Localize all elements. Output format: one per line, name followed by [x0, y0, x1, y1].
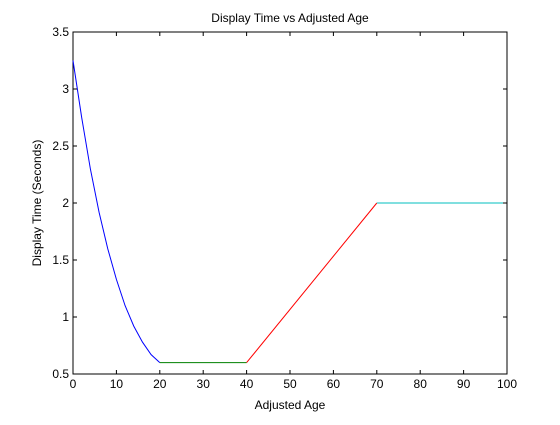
x-tick-label: 30 — [197, 377, 211, 391]
x-tick-label: 10 — [110, 377, 124, 391]
x-tick-label: 0 — [70, 377, 77, 391]
chart-title: Display Time vs Adjusted Age — [211, 11, 369, 25]
y-tick-label: 1 — [62, 310, 69, 324]
y-tick-label: 2 — [62, 196, 69, 210]
x-tick-label: 100 — [497, 377, 517, 391]
y-axis-label: Display Time (Seconds) — [30, 140, 44, 267]
x-tick-label: 50 — [283, 377, 297, 391]
series-line-3 — [246, 202, 378, 363]
x-tick-label: 20 — [153, 377, 167, 391]
x-tick-label: 80 — [414, 377, 428, 391]
y-tick-label: 3 — [62, 82, 69, 96]
x-tick-label: 40 — [240, 377, 254, 391]
y-tick-label: 1.5 — [52, 253, 69, 267]
x-tick-label: 90 — [457, 377, 471, 391]
series-layer — [72, 60, 507, 364]
y-tick-label: 0.5 — [52, 367, 69, 381]
series-line-1 — [72, 60, 161, 363]
x-tick-label: 70 — [370, 377, 384, 391]
x-axis-label: Adjusted Age — [255, 398, 326, 412]
x-tick-label: 60 — [327, 377, 341, 391]
y-tick-label: 3.5 — [52, 25, 69, 39]
y-tick-label: 2.5 — [52, 139, 69, 153]
tick-layer: 0 10 20 30 40 50 60 70 80 90 100 0.5 1 1.5 2 2.5 3 3.5 — [52, 25, 517, 391]
